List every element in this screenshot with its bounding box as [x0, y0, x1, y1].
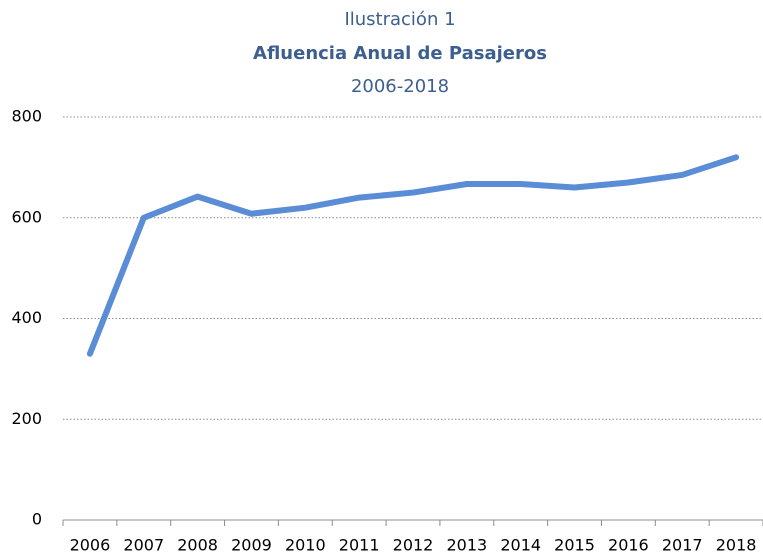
chart-label: Ilustración 1	[344, 9, 455, 30]
x-tick-label: 2007	[123, 536, 164, 555]
data-line	[86, 154, 740, 357]
chart-subtitle: 2006-2018	[351, 76, 449, 97]
x-tick-label: 2008	[177, 536, 218, 555]
y-tick-label: 0	[32, 510, 42, 529]
x-tick-label: 2015	[554, 536, 595, 555]
chart-title: Afluencia Anual de Pasajeros	[253, 43, 547, 64]
x-tick-label: 2011	[339, 536, 380, 555]
x-tick-label: 2010	[285, 536, 326, 555]
x-tick-label: 2009	[231, 536, 272, 555]
y-tick-label: 800	[11, 107, 42, 126]
y-tick-label: 200	[11, 409, 42, 428]
x-tick-label: 2018	[716, 536, 757, 555]
x-tick-label: 2012	[393, 536, 434, 555]
x-tick-label: 2017	[662, 536, 703, 555]
y-tick-label: 600	[11, 207, 42, 226]
y-tick-label: 400	[11, 308, 42, 327]
x-tick-label: 2013	[446, 536, 487, 555]
x-tick-label: 2016	[608, 536, 649, 555]
x-tick-label: 2006	[70, 536, 111, 555]
x-tick-label: 2014	[500, 536, 541, 555]
